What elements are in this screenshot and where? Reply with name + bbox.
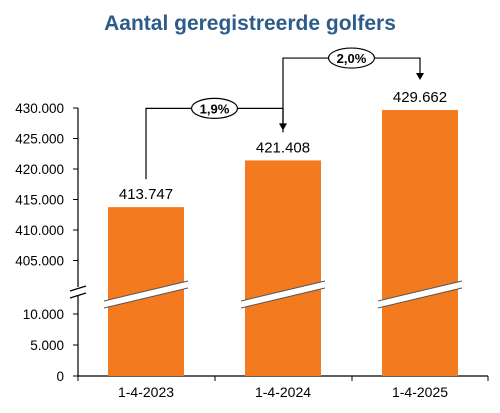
- axis-break-mark: [69, 285, 87, 292]
- bar-break-line: [377, 280, 463, 302]
- bar-break-line: [240, 280, 326, 302]
- y-tick-label: 0: [56, 369, 64, 384]
- bar: [382, 110, 458, 376]
- y-tick-label: 405.000: [15, 254, 64, 269]
- plot-area: 405.000 410.000 415.000 420.000 425.000 430.0…: [15, 47, 489, 400]
- bar-break-line: [103, 287, 189, 309]
- growth-label: 2,0%: [337, 51, 367, 66]
- growth-badge: [327, 47, 376, 69]
- x-tick-label: 1-4-2023: [118, 384, 174, 400]
- bar-break-band: [104, 281, 188, 308]
- bar-break-band: [241, 281, 325, 308]
- growth-badge: [190, 97, 239, 120]
- bar: [245, 160, 321, 376]
- y-tick-label: 425.000: [15, 132, 64, 147]
- y-tick-label: 5.000: [30, 338, 64, 353]
- x-tick-label: 1-4-2025: [392, 384, 448, 400]
- growth-arrowhead: [416, 73, 424, 81]
- chart-title: Aantal geregistreerde golfers: [104, 12, 396, 35]
- data-label: 421.408: [256, 139, 310, 156]
- y-tick-label: 415.000: [15, 193, 64, 208]
- bar-break-band: [378, 281, 462, 308]
- axis-break-mark: [69, 292, 87, 299]
- y-tick-label: 410.000: [15, 223, 64, 238]
- data-label: 413.747: [119, 186, 173, 203]
- bar-break-line: [240, 287, 326, 309]
- x-tick-label: 1-4-2024: [255, 384, 311, 400]
- bar-break-line: [377, 287, 463, 309]
- y-tick-label: 10.000: [23, 307, 64, 322]
- data-label: 429.662: [393, 89, 447, 106]
- y-tick-label: 430.000: [15, 101, 64, 116]
- bar-break-line: [103, 280, 189, 302]
- y-tick-label: 420.000: [15, 162, 64, 177]
- growth-label: 1,9%: [200, 101, 230, 116]
